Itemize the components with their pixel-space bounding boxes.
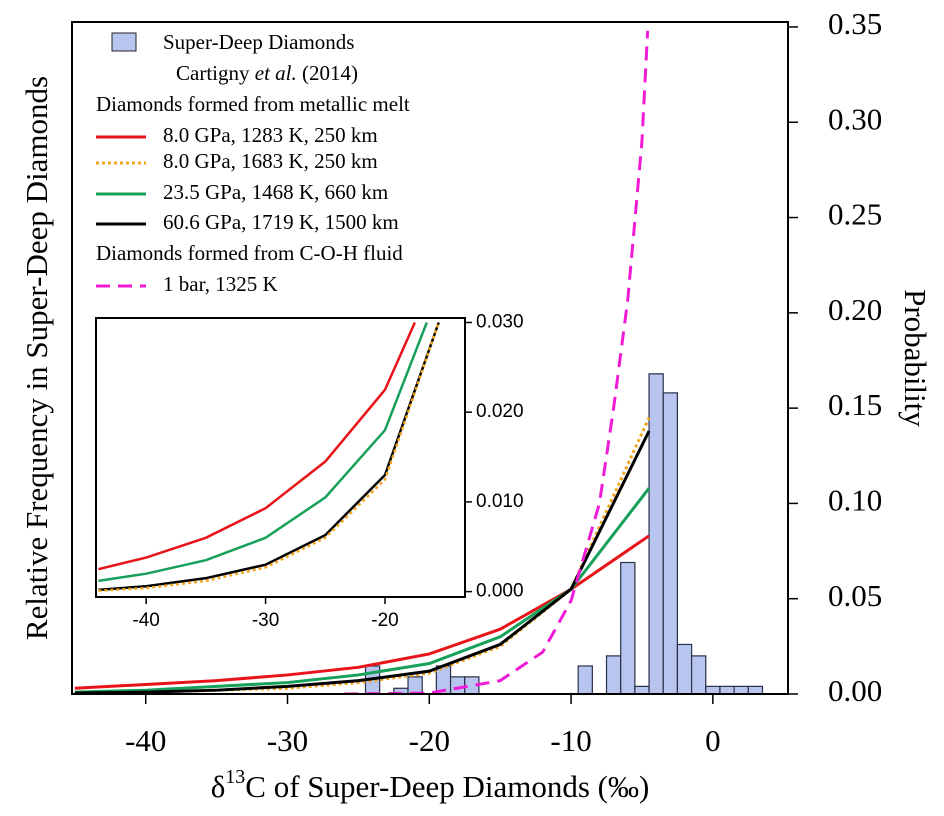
x-tick-label: 0 bbox=[705, 723, 721, 758]
y-tick-label: 0.35 bbox=[828, 6, 882, 41]
x-label-part: 13 bbox=[225, 766, 245, 788]
histogram-bar bbox=[705, 685, 721, 695]
y-tick-label: 0.05 bbox=[828, 578, 882, 613]
legend: Super-Deep Diamonds Cartigny et al. (201… bbox=[96, 30, 410, 296]
y-tick-label: 0.030 bbox=[476, 312, 524, 333]
y-tick-label: 0.020 bbox=[476, 401, 524, 422]
x-tick-label: -10 bbox=[550, 723, 591, 758]
legend-swatch bbox=[111, 32, 137, 52]
line bbox=[74, 417, 651, 694]
legend-group: Diamonds formed from C-O-H fluid bbox=[96, 241, 403, 265]
y-tick-label: 0.00 bbox=[828, 673, 882, 708]
histogram-bar bbox=[719, 685, 735, 695]
histogram-bar bbox=[676, 643, 693, 695]
x-label-part: δ bbox=[211, 769, 226, 804]
line bbox=[74, 430, 651, 694]
y-axis-label: Relative Frequency in Super-Deep Diamond… bbox=[19, 76, 54, 640]
y-tick-label: 0.25 bbox=[828, 197, 882, 232]
x-axis-label: δ13C of Super-Deep Diamonds (‰) bbox=[211, 766, 650, 805]
legend-label: 60.6 GPa, 1719 K, 1500 km bbox=[163, 210, 399, 234]
histogram-bar bbox=[577, 665, 593, 695]
line bbox=[98, 321, 416, 571]
y-tick-label: 0.30 bbox=[828, 101, 882, 136]
line bbox=[98, 322, 428, 583]
histogram-bar bbox=[449, 676, 466, 695]
y-tick-label: 0.10 bbox=[828, 483, 882, 518]
histogram-bar bbox=[690, 655, 707, 695]
citation-part: Cartigny bbox=[176, 61, 255, 85]
histogram-bar bbox=[648, 373, 664, 695]
histogram-bar bbox=[620, 561, 636, 695]
line bbox=[74, 534, 650, 690]
citation-part: et al. bbox=[255, 61, 297, 85]
inset-plot: -40 -30 -20 0.000 0.010 0.020 0.030 bbox=[95, 312, 524, 631]
legend-label: 23.5 GPa, 1468 K, 660 km bbox=[163, 180, 388, 204]
histogram-bar bbox=[634, 685, 650, 695]
x-tick-label: -20 bbox=[371, 610, 398, 631]
histogram-bar bbox=[605, 655, 622, 695]
line bbox=[74, 487, 651, 694]
main-plot: -40 -30 -20 -10 0 0.00 0.05 0.10 0.15 0.20 0.25 0.3… bbox=[71, 6, 882, 758]
x-tick-label: -30 bbox=[267, 723, 308, 758]
legend-group: Diamonds formed from metallic melt bbox=[96, 92, 410, 116]
y-tick-label: 0.15 bbox=[828, 387, 882, 422]
legend-label: 8.0 GPa, 1683 K, 250 km bbox=[163, 149, 378, 173]
histogram-bar bbox=[733, 685, 749, 695]
legend-label: 1 bar, 1325 K bbox=[163, 272, 278, 296]
histogram-bar bbox=[747, 685, 764, 695]
legend-label: 8.0 GPa, 1283 K, 250 km bbox=[163, 123, 378, 147]
legend-citation: Cartigny et al. (2014) bbox=[176, 61, 358, 85]
line bbox=[98, 322, 440, 592]
x-label-part: C of Super-Deep Diamonds (‰) bbox=[245, 769, 649, 804]
inset-background bbox=[96, 318, 465, 597]
y-tick-label: 0.000 bbox=[476, 581, 524, 602]
x-tick-label: -20 bbox=[409, 723, 450, 758]
histogram-bar bbox=[662, 392, 679, 695]
legend-label: Super-Deep Diamonds bbox=[163, 30, 354, 54]
histogram-bar bbox=[407, 676, 423, 695]
plot-frame bbox=[95, 317, 466, 598]
x-tick-label: -40 bbox=[132, 610, 159, 631]
x-tick-label: -40 bbox=[125, 723, 166, 758]
y-tick-label: 0.010 bbox=[476, 491, 524, 512]
line bbox=[344, 30, 650, 694]
y2-axis-label: Probability bbox=[898, 289, 933, 427]
line bbox=[98, 322, 440, 592]
y-tick-label: 0.20 bbox=[828, 292, 882, 327]
x-tick-label: -30 bbox=[252, 610, 279, 631]
citation-part: (2014) bbox=[297, 61, 358, 85]
